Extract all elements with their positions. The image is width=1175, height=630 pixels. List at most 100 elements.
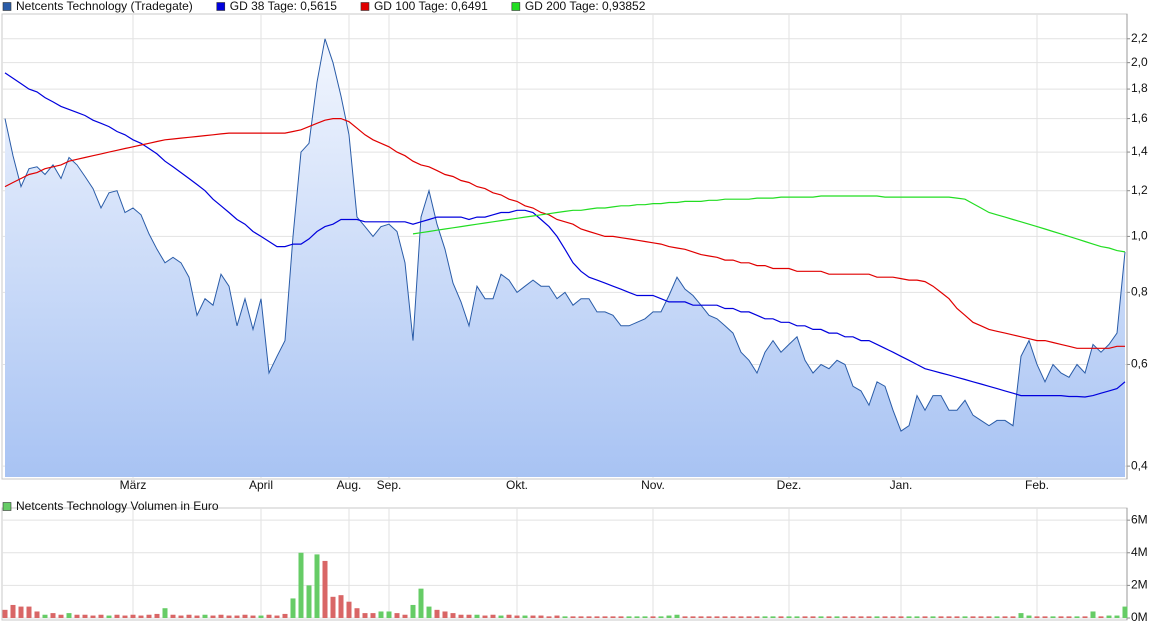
- volume-bar: [610, 616, 616, 618]
- legend-swatch: [2, 502, 12, 511]
- volume-bar: [58, 614, 64, 618]
- volume-bar: [298, 552, 304, 618]
- series-line: [4, 72, 1126, 398]
- volume-bar: [922, 616, 928, 618]
- volume-bar: [202, 614, 208, 618]
- y-tick-label: 2M: [1131, 578, 1148, 592]
- volume-bar: [338, 595, 344, 618]
- legend-label: GD 38 Tage: 0,5615: [230, 0, 338, 13]
- y-tick-label: 1,4: [1131, 144, 1148, 158]
- volume-bar: [138, 615, 144, 618]
- y-tick-label: 4M: [1131, 545, 1148, 559]
- y-tick-label: 1,8: [1131, 81, 1148, 95]
- volume-bar: [1098, 616, 1104, 618]
- series-line: [4, 118, 1125, 349]
- volume-bar: [1066, 616, 1072, 618]
- volume-bar: [874, 616, 880, 618]
- volume-bar: [778, 616, 784, 618]
- x-tick-label: Okt.: [506, 478, 528, 492]
- volume-bar: [658, 616, 664, 618]
- volume-bar: [346, 601, 352, 618]
- volume-bar: [554, 615, 560, 618]
- series-line: [4, 38, 1126, 432]
- legend-label: GD 100 Tage: 0,6491: [374, 0, 488, 13]
- volume-bar: [242, 614, 248, 618]
- volume-bar: [362, 613, 368, 618]
- volume-bar: [954, 616, 960, 618]
- volume-bar: [1002, 616, 1008, 618]
- volume-bar: [98, 614, 104, 618]
- volume-bar: [914, 616, 920, 618]
- volume-bar: [850, 616, 856, 618]
- volume-bar: [114, 614, 120, 618]
- volume-bar: [282, 613, 288, 618]
- volume-bar: [674, 614, 680, 618]
- x-tick-label: Nov.: [641, 478, 665, 492]
- volume-bar: [330, 596, 336, 618]
- volume-bar: [170, 614, 176, 618]
- volume-bar: [90, 615, 96, 618]
- volume-bar: [1050, 616, 1056, 618]
- volume-bar: [1074, 616, 1080, 618]
- y-tick-label: 2,0: [1131, 55, 1148, 69]
- volume-bar: [506, 614, 512, 618]
- volume-bar: [210, 615, 216, 618]
- volume-bar: [562, 616, 568, 618]
- x-tick-label: März: [120, 478, 147, 492]
- volume-bar: [18, 606, 24, 618]
- y-tick-label: 0,8: [1131, 285, 1148, 299]
- series-line: [412, 195, 1126, 253]
- legend-label: Netcents Technology (Tradegate): [16, 0, 193, 13]
- x-tick-label: Aug.: [337, 478, 362, 492]
- volume-bar: [370, 613, 376, 618]
- y-tick-label: 0,6: [1131, 357, 1148, 371]
- volume-bar: [1106, 615, 1112, 618]
- volume-bar: [786, 616, 792, 618]
- legend-swatch: [511, 2, 521, 11]
- volume-bar: [442, 611, 448, 618]
- volume-bar: [994, 616, 1000, 618]
- volume-bar: [378, 611, 384, 618]
- volume-bar: [826, 616, 832, 618]
- volume-bar: [274, 615, 280, 618]
- volume-bar: [498, 615, 504, 618]
- x-tick-label: Dez.: [777, 478, 802, 492]
- volume-bar: [866, 616, 872, 618]
- volume-bar: [66, 613, 72, 618]
- legend-swatch: [216, 2, 226, 11]
- volume-bar: [722, 616, 728, 618]
- volume-bar: [586, 616, 592, 618]
- volume-bar: [818, 616, 824, 618]
- volume-bar: [450, 613, 456, 618]
- volume-bar: [594, 616, 600, 618]
- volume-bar: [10, 604, 16, 618]
- volume-bar: [1026, 615, 1032, 618]
- volume-bar: [474, 614, 480, 618]
- y-tick-label: 2,2: [1131, 31, 1148, 45]
- volume-bar: [434, 609, 440, 618]
- volume-bar: [154, 613, 160, 618]
- volume-bar: [754, 616, 760, 618]
- volume-bar: [386, 611, 392, 618]
- volume-bar: [1090, 611, 1096, 618]
- volume-bar: [426, 606, 432, 618]
- volume-bar: [938, 616, 944, 618]
- volume-bar: [946, 616, 952, 618]
- volume-bar: [978, 616, 984, 618]
- volume-bar: [82, 614, 88, 618]
- volume-bar: [490, 614, 496, 618]
- volume-bar: [882, 616, 888, 618]
- volume-bar: [634, 616, 640, 618]
- volume-bar: [986, 616, 992, 618]
- volume-bar: [930, 616, 936, 618]
- legend-label: Netcents Technology Volumen in Euro: [16, 499, 219, 513]
- volume-bar: [1010, 616, 1016, 618]
- volume-bar: [578, 616, 584, 618]
- volume-bar: [74, 614, 80, 618]
- volume-bar: [234, 615, 240, 618]
- volume-bar: [890, 616, 896, 618]
- volume-bar: [530, 615, 536, 618]
- volume-bar: [650, 616, 656, 618]
- volume-bar: [130, 614, 136, 618]
